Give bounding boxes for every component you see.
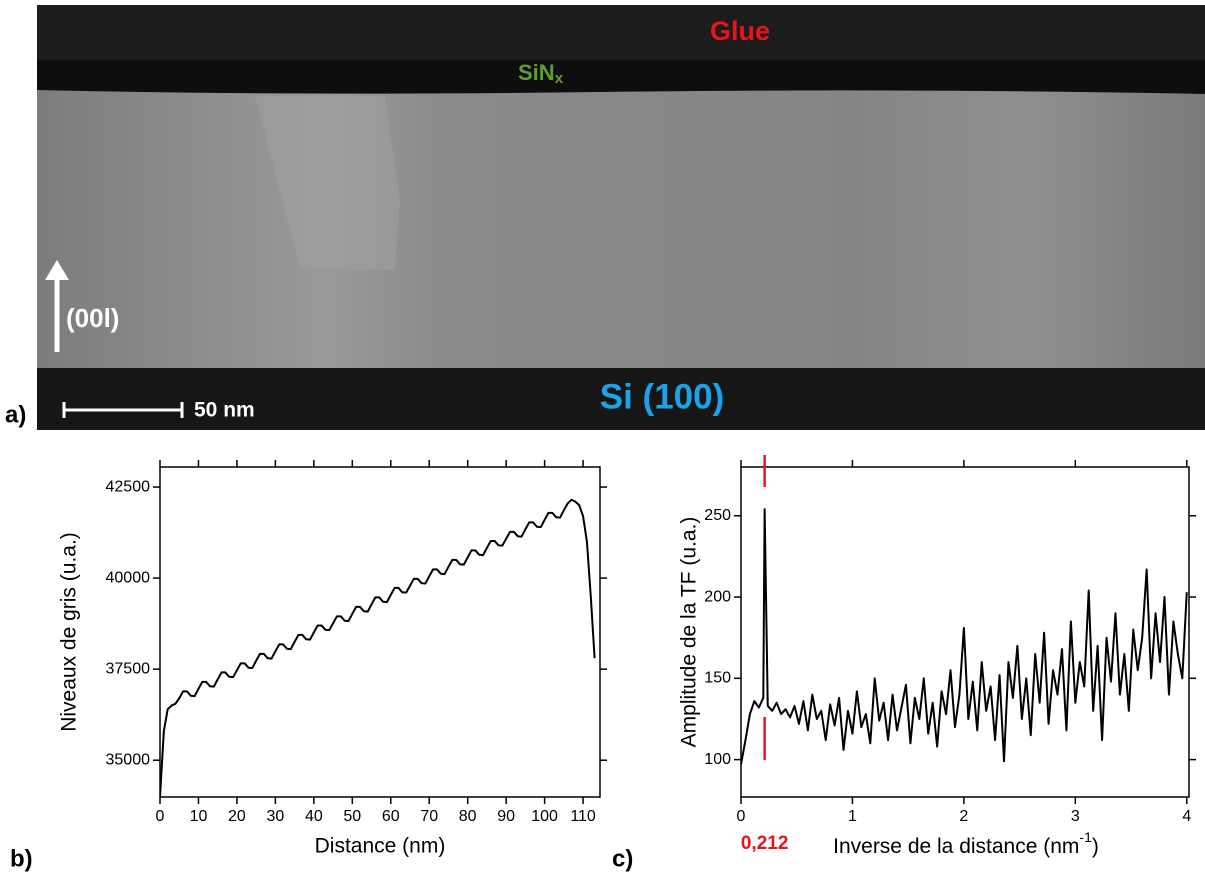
- sinx-sub: x: [555, 70, 564, 87]
- x-tick-label: 1: [848, 808, 857, 825]
- x-axis-label-sup: -1: [1079, 829, 1092, 845]
- x-tick-label: 70: [420, 808, 438, 825]
- x-tick-label: 80: [459, 808, 477, 825]
- x-tick-label: 4: [1182, 808, 1191, 825]
- y-tick-label: 100: [704, 751, 731, 768]
- film-layer: [37, 90, 1205, 368]
- glue-label: Glue: [710, 16, 770, 46]
- y-tick-label: 40000: [106, 569, 151, 586]
- x-tick-label: 2: [959, 808, 968, 825]
- tem-image: Glue SiNx (00l) 50 nm Si (100): [37, 5, 1205, 430]
- panel-label: a): [5, 401, 26, 428]
- x-axis-label-end: ): [1092, 835, 1099, 858]
- x-tick-label: 10: [190, 808, 208, 825]
- y-axis-label: Niveaux de gris (u.a.): [58, 532, 81, 732]
- data-line: [160, 498, 596, 797]
- y-axis-label: Amplitude de la TF (u.a.): [678, 517, 701, 748]
- plot-frame: [740, 466, 1190, 798]
- y-tick-label: 150: [704, 670, 731, 687]
- x-tick-label: 110: [570, 808, 596, 825]
- si-layer: [37, 368, 1205, 430]
- grain: [255, 96, 400, 270]
- substrate-label: Si (100): [600, 377, 725, 416]
- plot-area: [160, 498, 596, 797]
- x-axis-label-text: Inverse de la distance (nm: [833, 835, 1079, 858]
- data-line: [741, 508, 1188, 765]
- x-tick-label: 20: [228, 808, 246, 825]
- x-tick-label: 90: [497, 808, 515, 825]
- plot-frame: [159, 466, 601, 798]
- y-tick-label: 200: [704, 588, 731, 605]
- panel-label: c): [612, 845, 633, 872]
- x-tick-label: 40: [305, 808, 323, 825]
- y-tick-label: 37500: [106, 660, 151, 677]
- x-tick-label: 30: [266, 808, 284, 825]
- y-tick-label: 42500: [106, 478, 151, 495]
- y-tick-label: 35000: [106, 751, 151, 768]
- plot-area: [741, 508, 1188, 765]
- sinx-label: SiNx: [518, 60, 564, 87]
- y-tick-label: 250: [704, 507, 731, 524]
- x-tick-label: 0: [737, 808, 746, 825]
- sinx-main: SiN: [518, 60, 555, 85]
- scale-bar-label: 50 nm: [194, 399, 255, 422]
- orientation-arrowhead: [45, 260, 69, 280]
- x-tick-label: 50: [343, 808, 361, 825]
- sinx-layer: [37, 60, 1205, 94]
- panel-label: b): [10, 845, 33, 872]
- x-tick-label: 60: [382, 808, 400, 825]
- annotation-label: 0,212: [741, 833, 789, 854]
- x-axis-label: Inverse de la distance (nm-1): [833, 829, 1099, 858]
- x-tick-label: 0: [156, 808, 165, 825]
- x-tick-label: 3: [1071, 808, 1080, 825]
- x-axis-label: Distance (nm): [315, 835, 446, 858]
- x-tick-label: 100: [531, 808, 558, 825]
- orientation-label: (00l): [66, 303, 119, 333]
